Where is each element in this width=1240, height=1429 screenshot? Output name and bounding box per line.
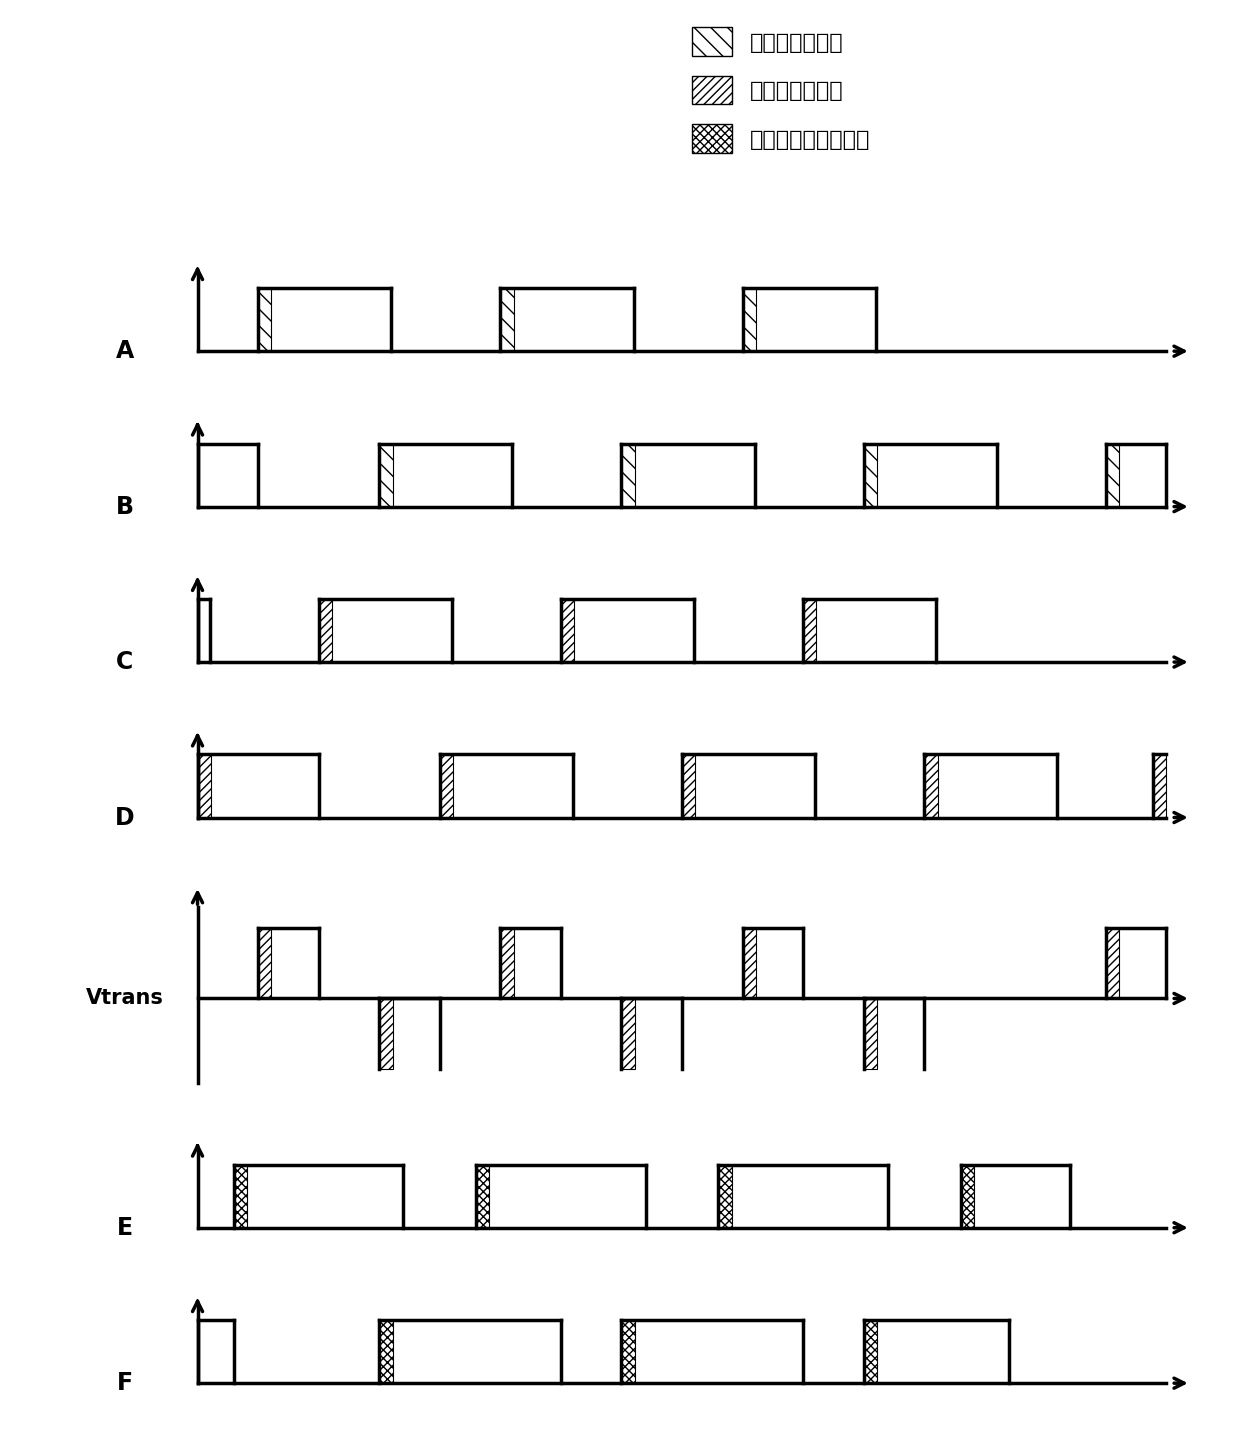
Text: D: D: [115, 806, 135, 829]
Bar: [621, 1320, 635, 1383]
Bar: [1106, 929, 1120, 999]
Bar: [621, 999, 635, 1069]
Text: A: A: [115, 339, 134, 363]
Bar: [379, 443, 393, 507]
Bar: [379, 1320, 393, 1383]
Bar: [258, 929, 272, 999]
Bar: [440, 755, 453, 817]
Bar: [500, 929, 513, 999]
Bar: [319, 599, 332, 662]
Bar: [743, 289, 756, 352]
Bar: [500, 289, 513, 352]
Bar: [258, 289, 272, 352]
Bar: [1153, 755, 1167, 817]
Bar: [743, 929, 756, 999]
Bar: [476, 1165, 490, 1228]
Bar: [961, 1165, 973, 1228]
Bar: [924, 755, 937, 817]
Text: Vtrans: Vtrans: [86, 989, 164, 1009]
Bar: [1106, 443, 1120, 507]
Legend: 滞后臂死区时间, 超前臂死区时间, 整流管延迟开通时间: 滞后臂死区时间, 超前臂死区时间, 整流管延迟开通时间: [683, 19, 879, 161]
Bar: [864, 443, 877, 507]
Text: C: C: [117, 650, 134, 674]
Bar: [804, 599, 816, 662]
Text: E: E: [117, 1216, 133, 1240]
Bar: [864, 1320, 877, 1383]
Bar: [379, 999, 393, 1069]
Bar: [234, 1165, 247, 1228]
Bar: [682, 755, 696, 817]
Bar: [560, 599, 574, 662]
Bar: [718, 1165, 732, 1228]
Text: F: F: [117, 1372, 133, 1395]
Bar: [197, 755, 211, 817]
Bar: [621, 443, 635, 507]
Text: B: B: [115, 494, 134, 519]
Bar: [864, 999, 877, 1069]
